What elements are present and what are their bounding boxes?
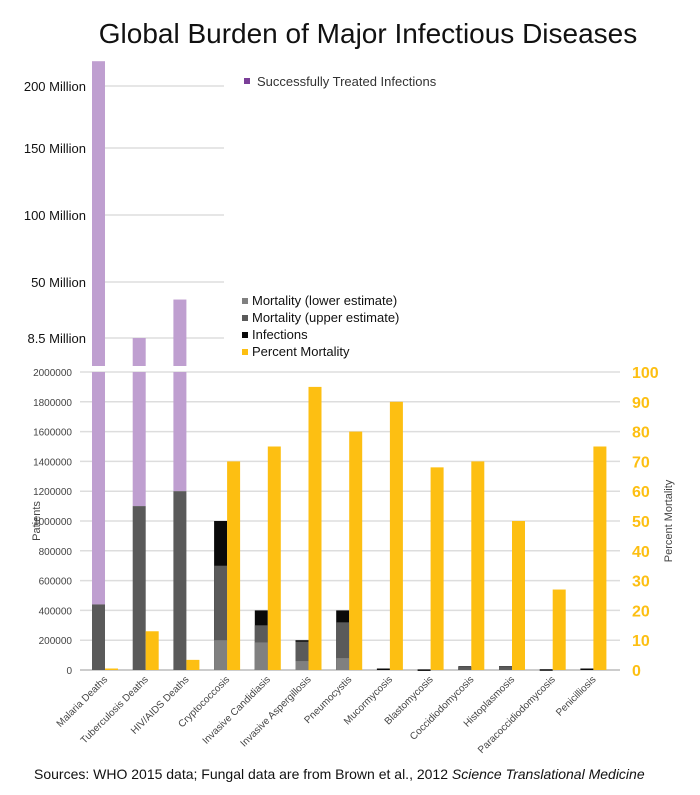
category-label: Invasive Aspergillosis [239,674,314,749]
right-tick-label: 80 [632,425,650,442]
mortality-upper-bar [173,491,187,670]
mortality-lower-bar [295,661,309,670]
category-label: Paracoccidiodomycosis [476,674,558,756]
legend-swatch [242,298,248,304]
right-tick-label: 0 [632,663,641,680]
left-tick-label: 600000 [39,577,73,588]
mortality-lower-bar [214,640,228,670]
top-tick-label: 100 Million [24,208,86,223]
percent-mortality-bar [267,446,281,670]
legend-label: Mortality (lower estimate) [252,293,397,308]
top-tick-label: 50 Million [31,275,86,290]
left-tick-label: 200000 [39,636,73,647]
right-tick-label: 30 [632,574,650,591]
mortality-upper-bar [458,667,472,670]
left-tick-label: 1600000 [33,428,72,439]
left-tick-label: 800000 [39,547,73,558]
left-tick-label: 1000000 [33,517,72,528]
percent-mortality-bar [186,659,200,670]
infections-bar [417,669,431,671]
percent-mortality-bar [308,386,322,670]
category-label: Penicilliosis [554,674,598,718]
source-note: Sources: WHO 2015 data; Fungal data are … [34,766,645,782]
top-tick-label: 150 Million [24,141,86,156]
percent-mortality-bar [105,668,118,670]
legend-swatch [242,315,248,321]
treated-bar-lower [132,372,146,507]
left-tick-label: 2000000 [33,368,72,379]
infections-bar [539,669,553,671]
source-journal: Science Translational Medicine [452,766,645,782]
treated-bar-top [173,299,187,366]
category-label: Invasive Candidiasis [201,674,273,746]
chart-title: Global Burden of Major Infectious Diseas… [99,18,638,49]
right-tick-label: 90 [632,395,650,412]
left-tick-label: 1800000 [33,398,72,409]
legend-label: Infections [252,327,308,342]
mortality-upper-bar [92,604,105,670]
percent-mortality-bar [471,461,485,670]
source-text: Sources: WHO 2015 data; Fungal data are … [34,766,452,782]
percent-mortality-bar [145,631,159,670]
right-tick-label: 10 [632,633,650,650]
right-tick-label: 60 [632,484,650,501]
left-tick-label: 400000 [39,606,73,617]
left-tick-label: 1200000 [33,487,72,498]
right-tick-label: 70 [632,454,650,471]
treated-bar-top [132,338,146,366]
right-tick-label: 100 [632,365,659,382]
legend-swatch-treated [244,78,250,84]
top-tick-label: 200 Million [24,79,86,94]
top-tick-label: 8.5 Million [27,331,86,346]
legend-label: Percent Mortality [252,344,350,359]
percent-mortality-bar [227,461,241,670]
percent-mortality-bar [389,401,403,670]
percent-mortality-bar [349,431,363,670]
legend-swatch [242,332,248,338]
category-label: Tuberculosis Deaths [79,674,151,746]
legend-label: Mortality (upper estimate) [252,310,399,325]
left-axis-label: Patients [31,501,43,541]
treated-bar-lower [92,372,105,605]
treated-bar-lower [173,372,187,492]
mortality-lower-bar [254,642,268,670]
percent-mortality-bar [512,521,525,670]
left-tick-label: 1400000 [33,457,72,468]
right-axis-label: Percent Mortality [663,479,675,562]
percent-mortality-bar [430,467,444,670]
infections-bar [580,668,594,671]
percent-mortality-bar [593,446,607,670]
legend-label-treated: Successfully Treated Infections [257,74,437,89]
right-tick-label: 40 [632,544,650,561]
left-tick-label: 0 [66,666,72,677]
mortality-upper-bar [499,667,512,670]
mortality-upper-bar [132,506,146,670]
right-tick-label: 20 [632,603,650,620]
treated-bar-top [92,61,105,366]
percent-mortality-bar [552,589,566,670]
mortality-lower-bar [336,658,350,670]
legend-swatch [242,349,248,355]
infections-bar [376,668,390,671]
right-tick-label: 50 [632,514,650,531]
